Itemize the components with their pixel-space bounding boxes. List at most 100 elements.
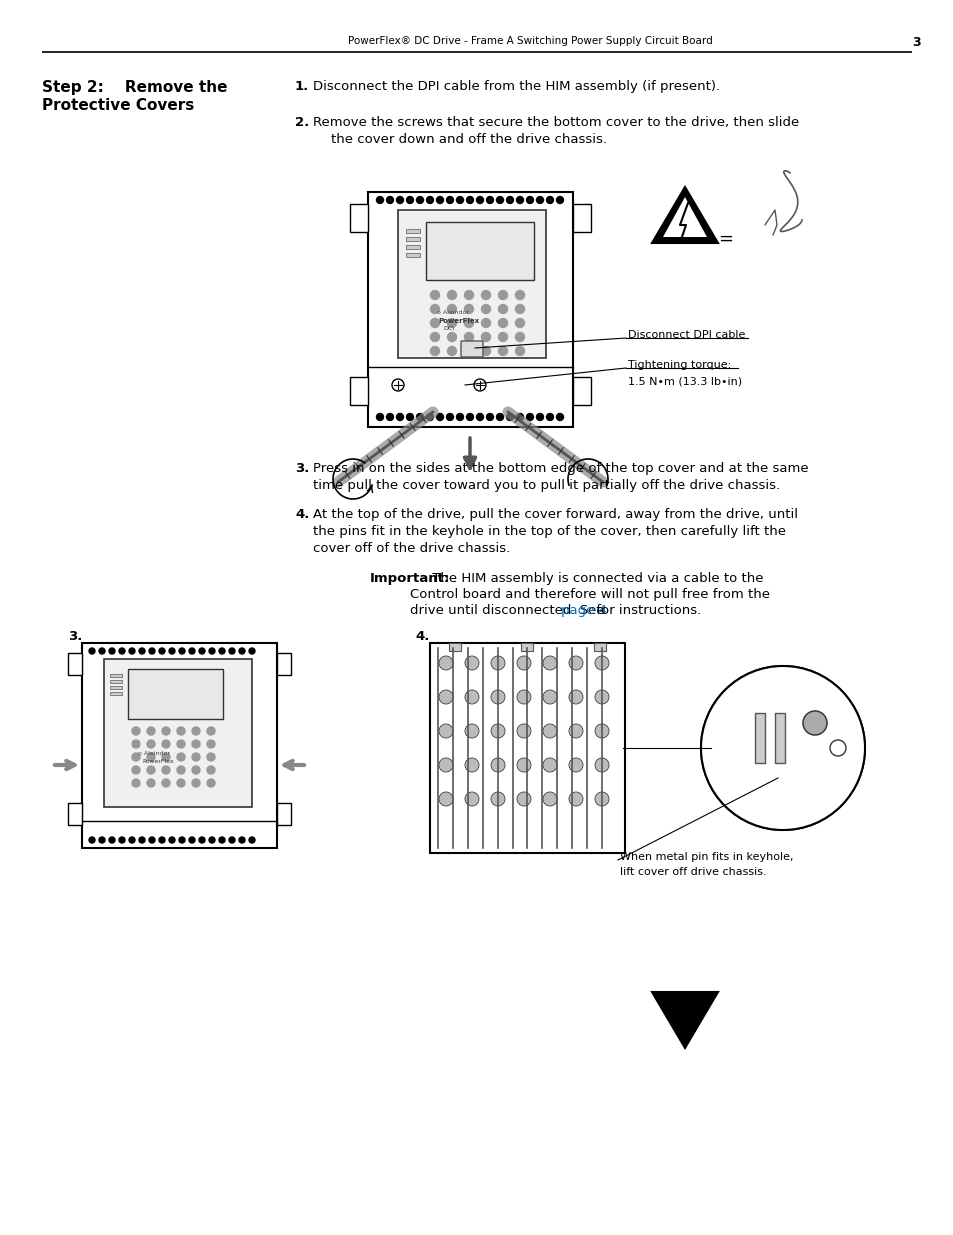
Circle shape bbox=[568, 792, 582, 806]
Text: 3.: 3. bbox=[294, 462, 309, 475]
Circle shape bbox=[464, 305, 473, 314]
Circle shape bbox=[132, 766, 140, 774]
Bar bbox=[406, 228, 419, 233]
Bar bbox=[110, 674, 122, 677]
Circle shape bbox=[249, 648, 254, 655]
Circle shape bbox=[595, 656, 608, 671]
Circle shape bbox=[464, 290, 473, 300]
Bar bbox=[104, 659, 252, 806]
Circle shape bbox=[430, 290, 439, 300]
Circle shape bbox=[438, 656, 453, 671]
Circle shape bbox=[829, 740, 845, 756]
Circle shape bbox=[491, 792, 504, 806]
Circle shape bbox=[109, 648, 115, 655]
Bar bbox=[449, 643, 460, 651]
Bar bbox=[406, 237, 419, 241]
Circle shape bbox=[464, 332, 473, 342]
Circle shape bbox=[517, 656, 531, 671]
Bar bbox=[520, 643, 533, 651]
Circle shape bbox=[129, 837, 135, 844]
Circle shape bbox=[162, 727, 170, 735]
Circle shape bbox=[476, 414, 483, 420]
Circle shape bbox=[430, 319, 439, 327]
Bar bbox=[573, 204, 590, 232]
Circle shape bbox=[438, 792, 453, 806]
Circle shape bbox=[162, 766, 170, 774]
Circle shape bbox=[456, 196, 463, 204]
Circle shape bbox=[542, 656, 557, 671]
Bar bbox=[774, 713, 784, 763]
Bar bbox=[110, 680, 122, 683]
Circle shape bbox=[498, 290, 507, 300]
Circle shape bbox=[447, 305, 456, 314]
Circle shape bbox=[416, 414, 423, 420]
Circle shape bbox=[147, 779, 154, 787]
Circle shape bbox=[447, 332, 456, 342]
Bar bbox=[68, 803, 82, 825]
Circle shape bbox=[515, 332, 524, 342]
Circle shape bbox=[177, 753, 185, 761]
Circle shape bbox=[568, 758, 582, 772]
Circle shape bbox=[491, 758, 504, 772]
Circle shape bbox=[416, 196, 423, 204]
Circle shape bbox=[162, 740, 170, 748]
Circle shape bbox=[207, 740, 214, 748]
Circle shape bbox=[430, 332, 439, 342]
Circle shape bbox=[481, 319, 490, 327]
Text: Protective Covers: Protective Covers bbox=[42, 98, 194, 112]
Circle shape bbox=[438, 758, 453, 772]
Circle shape bbox=[481, 332, 490, 342]
Circle shape bbox=[542, 724, 557, 739]
Circle shape bbox=[149, 837, 154, 844]
Text: for instructions.: for instructions. bbox=[592, 604, 700, 618]
Circle shape bbox=[199, 648, 205, 655]
Circle shape bbox=[481, 347, 490, 356]
Circle shape bbox=[229, 837, 234, 844]
Text: PowerFlex: PowerFlex bbox=[437, 317, 478, 324]
Circle shape bbox=[464, 758, 478, 772]
Circle shape bbox=[447, 319, 456, 327]
Text: PowerFlex® DC Drive - Frame A Switching Power Supply Circuit Board: PowerFlex® DC Drive - Frame A Switching … bbox=[347, 36, 712, 46]
Circle shape bbox=[447, 290, 456, 300]
Circle shape bbox=[542, 758, 557, 772]
Text: o Aleindor: o Aleindor bbox=[138, 751, 170, 756]
Circle shape bbox=[506, 414, 513, 420]
Circle shape bbox=[496, 196, 503, 204]
Circle shape bbox=[159, 837, 165, 844]
Circle shape bbox=[464, 690, 478, 704]
Circle shape bbox=[189, 837, 194, 844]
Circle shape bbox=[139, 837, 145, 844]
Circle shape bbox=[464, 724, 478, 739]
Circle shape bbox=[556, 414, 563, 420]
Circle shape bbox=[169, 648, 174, 655]
Circle shape bbox=[546, 196, 553, 204]
Circle shape bbox=[438, 724, 453, 739]
Text: 4.: 4. bbox=[294, 508, 309, 521]
Bar bbox=[406, 245, 419, 249]
Circle shape bbox=[219, 648, 225, 655]
Text: DC\: DC\ bbox=[442, 326, 454, 331]
Circle shape bbox=[517, 792, 531, 806]
Circle shape bbox=[516, 414, 523, 420]
Circle shape bbox=[536, 414, 543, 420]
Circle shape bbox=[430, 347, 439, 356]
Circle shape bbox=[542, 792, 557, 806]
Circle shape bbox=[436, 414, 443, 420]
Text: Disconnect DPI cable: Disconnect DPI cable bbox=[627, 330, 744, 340]
Circle shape bbox=[481, 305, 490, 314]
Circle shape bbox=[464, 319, 473, 327]
Circle shape bbox=[526, 196, 533, 204]
Circle shape bbox=[447, 347, 456, 356]
Circle shape bbox=[517, 690, 531, 704]
Circle shape bbox=[132, 727, 140, 735]
Circle shape bbox=[476, 196, 483, 204]
Text: 1.: 1. bbox=[294, 80, 309, 93]
Circle shape bbox=[506, 196, 513, 204]
Bar bbox=[82, 643, 276, 848]
Text: =: = bbox=[718, 230, 733, 248]
Text: Tightening torque:: Tightening torque: bbox=[627, 359, 731, 370]
Circle shape bbox=[426, 414, 433, 420]
Circle shape bbox=[491, 724, 504, 739]
Circle shape bbox=[189, 648, 194, 655]
Polygon shape bbox=[651, 992, 718, 1049]
